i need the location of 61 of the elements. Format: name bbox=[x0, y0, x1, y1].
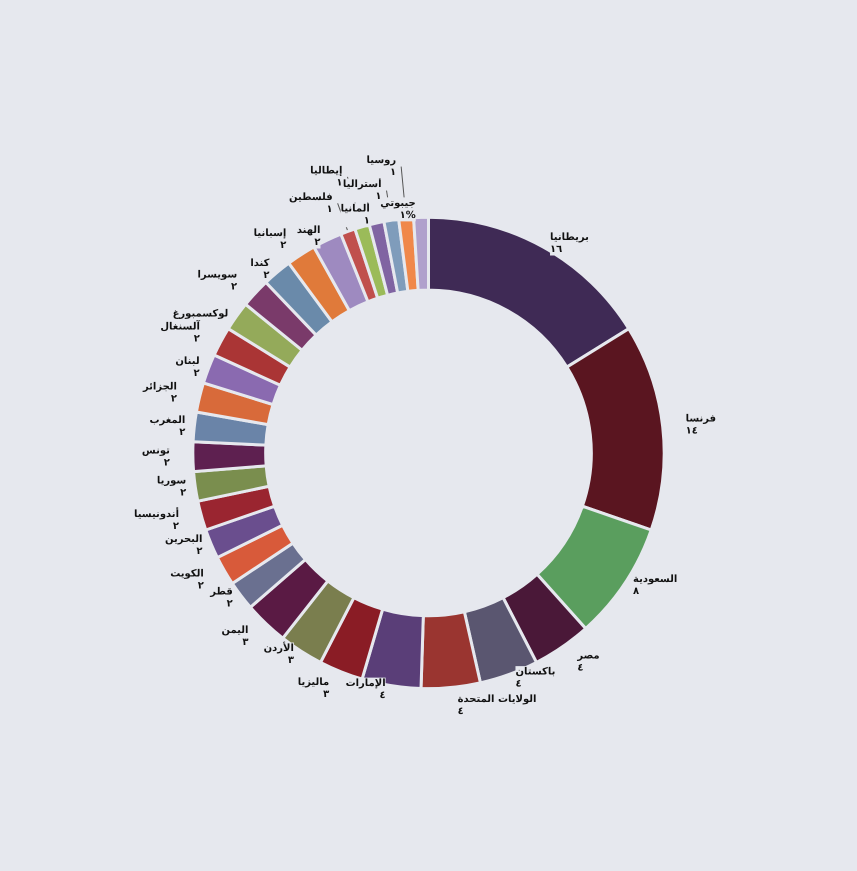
data-label: ٢ bbox=[231, 281, 238, 292]
data-label: ٢ bbox=[226, 598, 233, 610]
data-label: ٢ bbox=[180, 488, 186, 499]
slice-label: الكويت bbox=[170, 568, 204, 580]
slice-label: سويسرا bbox=[197, 269, 238, 280]
data-label: ٢ bbox=[198, 580, 204, 592]
slice-label: قطر bbox=[209, 586, 233, 598]
slice-label: فرنسا bbox=[686, 413, 716, 424]
data-label: ٢ bbox=[280, 240, 286, 252]
data-label: ٢ bbox=[170, 394, 177, 405]
data-label: ٤ bbox=[515, 678, 522, 690]
data-label: ١% bbox=[400, 210, 416, 221]
slice-label: الولايات المتحدة bbox=[458, 694, 536, 705]
data-label: ٤ bbox=[458, 706, 464, 717]
data-label: ٢ bbox=[196, 546, 202, 558]
data-label: ١ bbox=[364, 216, 370, 227]
slice-label: سوريا bbox=[156, 476, 186, 487]
slice-label: إيطاليا bbox=[310, 165, 342, 176]
data-label: ١ bbox=[375, 191, 382, 202]
slice-label: تونس bbox=[142, 445, 170, 456]
data-label: ١٤ bbox=[686, 425, 698, 436]
slice-label: السعودية bbox=[633, 574, 678, 586]
data-label: ٣ bbox=[323, 688, 330, 700]
data-label: ٤ bbox=[577, 662, 584, 674]
data-label: ٢ bbox=[314, 237, 320, 248]
slice-label: لبنان bbox=[175, 356, 200, 367]
data-label: ١ bbox=[336, 177, 342, 188]
data-label: ١ bbox=[390, 167, 396, 178]
slice-label: لوكسمبورغ bbox=[172, 308, 228, 320]
data-label: ٢ bbox=[172, 521, 179, 532]
data-label: ٤ bbox=[380, 690, 386, 702]
slice-label: روسيا bbox=[366, 155, 396, 166]
slice-label: الهند bbox=[296, 225, 320, 236]
slice-label: مصر bbox=[576, 650, 600, 662]
data-label: ١٦ bbox=[550, 244, 562, 255]
slice-label: كندا bbox=[250, 258, 270, 269]
slice-label: أندونيسيا bbox=[134, 507, 179, 520]
slice-label: اليمن bbox=[221, 625, 248, 636]
data-label: ٢ bbox=[263, 270, 270, 281]
slice-label: إسبانيا bbox=[254, 228, 286, 240]
data-label: ٢ bbox=[164, 457, 170, 468]
slice-label: ألمانيا bbox=[340, 202, 370, 215]
slice-label: بريطانيا bbox=[550, 232, 589, 243]
data-label: ٣ bbox=[288, 655, 294, 666]
data-label: ١ bbox=[326, 204, 333, 215]
slice-label: ماليزيا bbox=[298, 676, 330, 688]
slice-label: المغرب bbox=[149, 414, 186, 426]
slice-label: جيبوتي bbox=[380, 198, 416, 209]
data-label: ٢ bbox=[194, 368, 200, 379]
slice-label: الإمارات bbox=[346, 678, 386, 690]
slice-label: آلسنغال bbox=[160, 320, 200, 333]
slice-label: فلسطين bbox=[288, 192, 333, 203]
data-label: ٣ bbox=[242, 637, 248, 648]
slice-label: الجزائر bbox=[142, 382, 177, 393]
data-label: ٨ bbox=[633, 586, 640, 598]
slice-label: الأردن bbox=[264, 641, 294, 654]
data-label: ٢ bbox=[194, 334, 200, 345]
slice-label: أستراليا bbox=[342, 177, 382, 190]
slice-label: باكستان bbox=[515, 666, 556, 678]
data-label: ٢ bbox=[179, 426, 186, 438]
slice-label: البحرين bbox=[164, 534, 202, 546]
